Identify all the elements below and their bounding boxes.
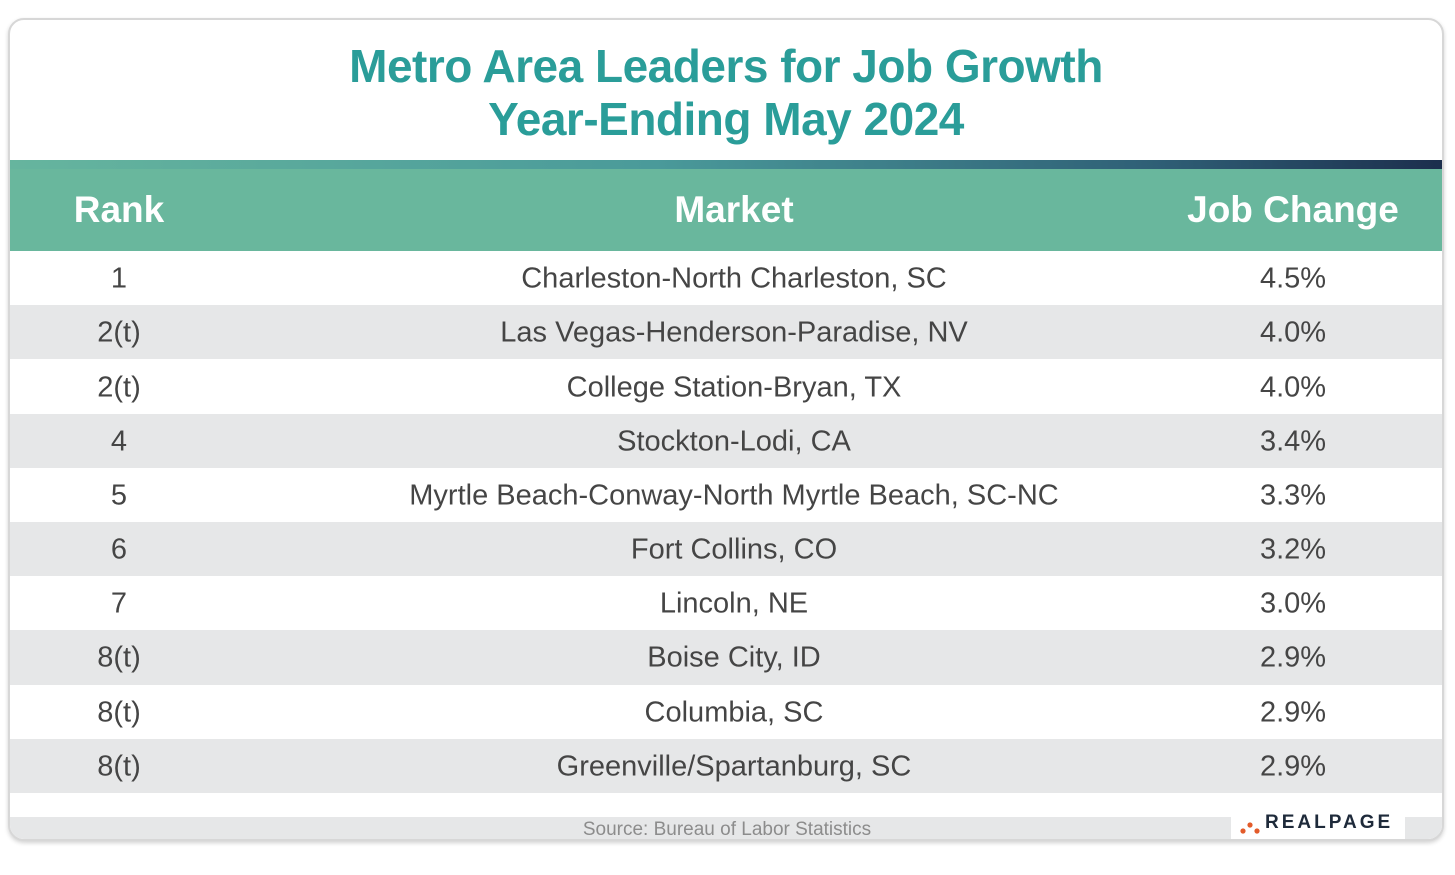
rank-cell: 8(t) — [97, 750, 141, 783]
rank-cell: 2(t) — [97, 371, 141, 404]
market-cell: Columbia, SC — [644, 696, 824, 729]
job-change-cell: 2.9% — [1259, 696, 1327, 729]
market-cell: Myrtle Beach-Conway-North Myrtle Beach, … — [409, 479, 1059, 512]
market-cell: Boise City, ID — [647, 641, 821, 674]
job-change-cell: 4.5% — [1259, 262, 1327, 295]
market-cell: College Station-Bryan, TX — [566, 371, 902, 404]
logo-text: REALPAGE — [1265, 812, 1394, 833]
rank-cell: 6 — [110, 533, 128, 566]
job-change-cell: 3.0% — [1259, 587, 1327, 620]
chart-title: Metro Area Leaders for Job Growth Year-E… — [10, 40, 1442, 146]
title-line-1: Metro Area Leaders for Job Growth — [349, 40, 1103, 92]
rank-cell: 8(t) — [97, 696, 141, 729]
rank-cell: 4 — [110, 425, 128, 458]
market-cell: Charleston-North Charleston, SC — [521, 262, 947, 295]
table-row: 5 Myrtle Beach-Conway-North Myrtle Beach,… — [10, 468, 1442, 522]
job-change-cell: 2.9% — [1259, 641, 1327, 674]
rank-cell: 1 — [110, 262, 128, 295]
rank-cell: 8(t) — [97, 641, 141, 674]
table-card: Metro Area Leaders for Job Growth Year-E… — [8, 18, 1444, 841]
job-change-cell: 4.0% — [1259, 316, 1327, 349]
market-cell: Fort Collins, CO — [630, 533, 838, 566]
header-market: Market — [674, 189, 794, 230]
logo-dots-icon — [1240, 822, 1260, 834]
realpage-logo: REALPAGE — [1231, 810, 1405, 839]
table-row: 6 Fort Collins, CO 3.2% — [10, 521, 1442, 577]
accent-bar — [10, 160, 1442, 169]
market-cell: Greenville/Spartanburg, SC — [556, 750, 912, 783]
logo-dot — [1247, 822, 1253, 828]
rank-cell: 2(t) — [97, 316, 141, 349]
table-row: 2(t) College Station-Bryan, TX 4.0% — [10, 359, 1442, 413]
table-row: 4 Stockton-Lodi, CA 3.4% — [10, 413, 1442, 468]
table-row: 7 Lincoln, NE 3.0% — [10, 576, 1442, 630]
header-rank: Rank — [73, 189, 165, 230]
table-row: 2(t) Las Vegas-Henderson-Paradise, NV 4.0% — [10, 305, 1442, 360]
logo-dot — [1254, 828, 1260, 834]
job-change-cell: 3.3% — [1259, 479, 1327, 512]
market-cell: Stockton-Lodi, CA — [617, 425, 851, 458]
table-header: Rank Market Job Change — [10, 169, 1442, 251]
footer: Source: Bureau of Labor Statistics — [10, 817, 1442, 840]
table-row: 8(t) Columbia, SC 2.9% — [10, 685, 1442, 739]
job-change-cell: 2.9% — [1259, 750, 1327, 783]
rank-cell: 7 — [110, 587, 128, 620]
table-row: 8(t) Greenville/Spartanburg, SC 2.9% — [10, 738, 1442, 793]
table-body: 1 Charleston-North Charleston, SC 4.5% 2(t)… — [10, 251, 1442, 793]
job-change-cell: 4.0% — [1259, 371, 1327, 404]
table-row: 1 Charleston-North Charleston, SC 4.5% — [10, 251, 1442, 305]
source-note: Source: Bureau of Labor Statistics — [582, 819, 872, 840]
market-cell: Lincoln, NE — [659, 587, 809, 620]
title-line-2: Year-Ending May 2024 — [488, 93, 964, 145]
market-cell: Las Vegas-Henderson-Paradise, NV — [500, 316, 968, 349]
job-change-cell: 3.4% — [1259, 425, 1327, 458]
logo-dot — [1240, 828, 1246, 834]
table-row: 8(t) Boise City, ID 2.9% — [10, 630, 1442, 685]
job-change-cell: 3.2% — [1259, 533, 1327, 566]
rank-cell: 5 — [110, 479, 128, 512]
header-job-change: Job Change — [1187, 189, 1399, 230]
